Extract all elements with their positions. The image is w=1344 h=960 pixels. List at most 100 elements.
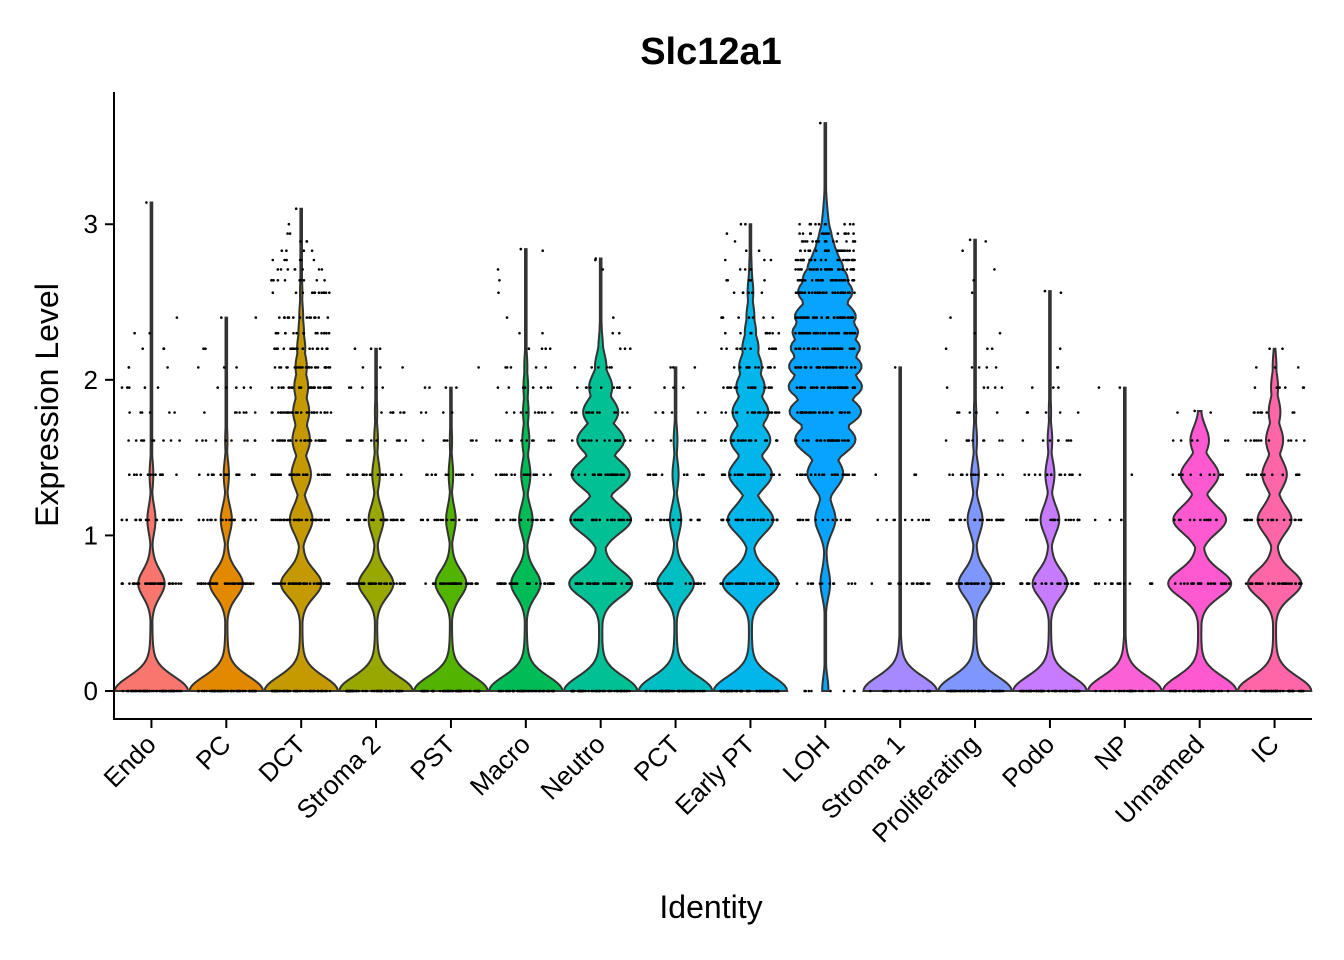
data-point <box>599 386 603 389</box>
data-point <box>1254 582 1258 585</box>
data-point <box>844 232 848 235</box>
data-point <box>128 582 131 585</box>
data-point <box>325 386 328 389</box>
data-point <box>495 439 498 442</box>
data-point <box>507 386 511 389</box>
data-point <box>307 411 311 414</box>
data-point <box>534 366 538 369</box>
data-point <box>838 411 842 414</box>
data-point <box>224 518 228 522</box>
data-point <box>847 291 851 295</box>
data-point <box>294 439 298 442</box>
data-point <box>852 279 856 282</box>
data-point <box>441 689 445 693</box>
data-point <box>1270 689 1273 693</box>
data-point <box>274 518 277 522</box>
data-point <box>1031 386 1034 389</box>
data-point <box>238 411 241 414</box>
data-point <box>321 439 324 442</box>
data-point <box>285 258 288 262</box>
data-point <box>795 582 799 585</box>
data-point <box>829 347 833 351</box>
data-point <box>800 240 804 243</box>
data-point <box>310 291 314 295</box>
data-point <box>1170 689 1173 693</box>
data-point <box>771 347 775 351</box>
data-point <box>286 316 290 319</box>
data-point <box>271 291 275 295</box>
data-point <box>275 518 279 522</box>
data-point <box>570 411 573 414</box>
chart-title: Slc12a1 <box>640 31 782 73</box>
data-point <box>740 518 744 522</box>
data-point <box>816 240 819 243</box>
data-point <box>1176 411 1179 414</box>
points-endo <box>120 201 183 693</box>
data-point <box>1056 582 1059 585</box>
data-point <box>798 222 801 226</box>
data-point <box>805 411 808 414</box>
data-point <box>899 582 902 585</box>
data-point <box>618 439 622 442</box>
data-point <box>720 316 723 319</box>
data-point <box>956 411 959 414</box>
data-point <box>689 518 692 522</box>
data-point <box>1294 582 1297 585</box>
data-point <box>751 582 754 585</box>
data-point <box>735 689 739 693</box>
violin-ic <box>1236 347 1313 692</box>
data-point <box>805 316 808 319</box>
data-point <box>762 316 765 319</box>
data-point <box>548 582 552 585</box>
data-point <box>602 689 605 693</box>
data-point <box>280 386 283 389</box>
data-point <box>214 582 218 585</box>
data-point <box>808 268 811 271</box>
data-point <box>845 268 849 271</box>
data-point <box>851 473 855 477</box>
data-point <box>445 518 449 522</box>
data-point <box>288 518 292 522</box>
data-point <box>829 268 832 271</box>
data-point <box>845 331 849 335</box>
data-point <box>995 411 999 414</box>
data-point <box>665 689 668 693</box>
data-point <box>616 439 620 442</box>
data-point <box>831 439 835 442</box>
data-point <box>775 582 778 585</box>
data-point <box>744 439 747 442</box>
data-point <box>741 439 745 442</box>
data-point <box>549 473 552 477</box>
data-point <box>349 689 353 693</box>
data-point <box>570 473 574 477</box>
data-point <box>844 258 848 262</box>
data-point <box>171 518 175 522</box>
data-point <box>357 689 361 693</box>
data-point <box>576 386 579 389</box>
data-point <box>249 582 253 585</box>
data-point <box>204 439 208 442</box>
data-point <box>921 689 925 693</box>
data-point <box>977 366 981 369</box>
data-point <box>998 518 1002 522</box>
data-point <box>202 347 205 351</box>
data-point <box>618 331 621 335</box>
data-point <box>777 582 780 585</box>
data-point <box>1255 439 1258 442</box>
data-point <box>777 331 781 335</box>
data-point <box>154 473 157 477</box>
data-point <box>171 582 175 585</box>
data-point <box>505 316 509 319</box>
data-point <box>462 473 465 477</box>
data-point <box>286 268 290 271</box>
data-point <box>133 331 136 335</box>
data-point <box>1288 689 1291 693</box>
data-point <box>1025 518 1028 522</box>
data-point <box>982 439 986 442</box>
data-point <box>644 582 648 585</box>
data-point <box>950 582 953 585</box>
data-point <box>533 411 537 414</box>
data-point <box>383 439 387 442</box>
